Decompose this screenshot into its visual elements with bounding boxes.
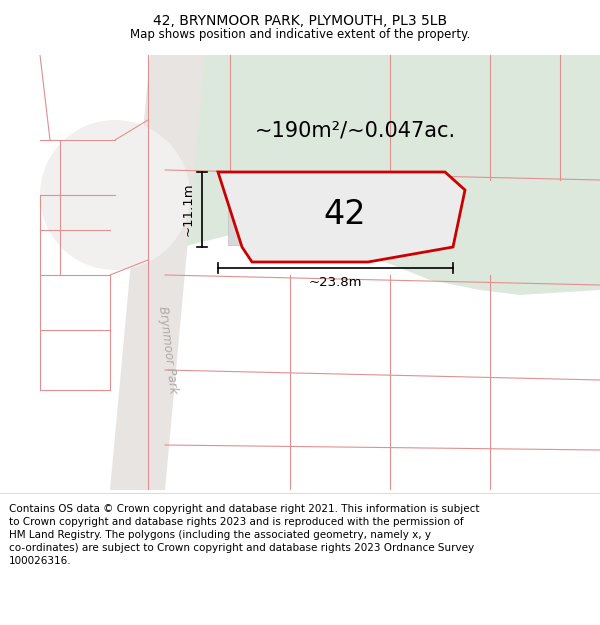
Text: Brynmoor Park: Brynmoor Park	[156, 306, 180, 394]
Text: Map shows position and indicative extent of the property.: Map shows position and indicative extent…	[130, 28, 470, 41]
Polygon shape	[155, 55, 600, 295]
Circle shape	[40, 120, 190, 270]
Text: ~190m²/~0.047ac.: ~190m²/~0.047ac.	[254, 120, 455, 140]
Polygon shape	[228, 183, 340, 245]
Text: 42, BRYNMOOR PARK, PLYMOUTH, PL3 5LB: 42, BRYNMOOR PARK, PLYMOUTH, PL3 5LB	[153, 14, 447, 28]
Text: ~11.1m: ~11.1m	[182, 182, 195, 236]
Text: ~23.8m: ~23.8m	[309, 276, 362, 289]
Text: Contains OS data © Crown copyright and database right 2021. This information is : Contains OS data © Crown copyright and d…	[9, 504, 479, 566]
Polygon shape	[218, 172, 465, 262]
Text: 42: 42	[323, 198, 367, 231]
Polygon shape	[110, 55, 205, 490]
